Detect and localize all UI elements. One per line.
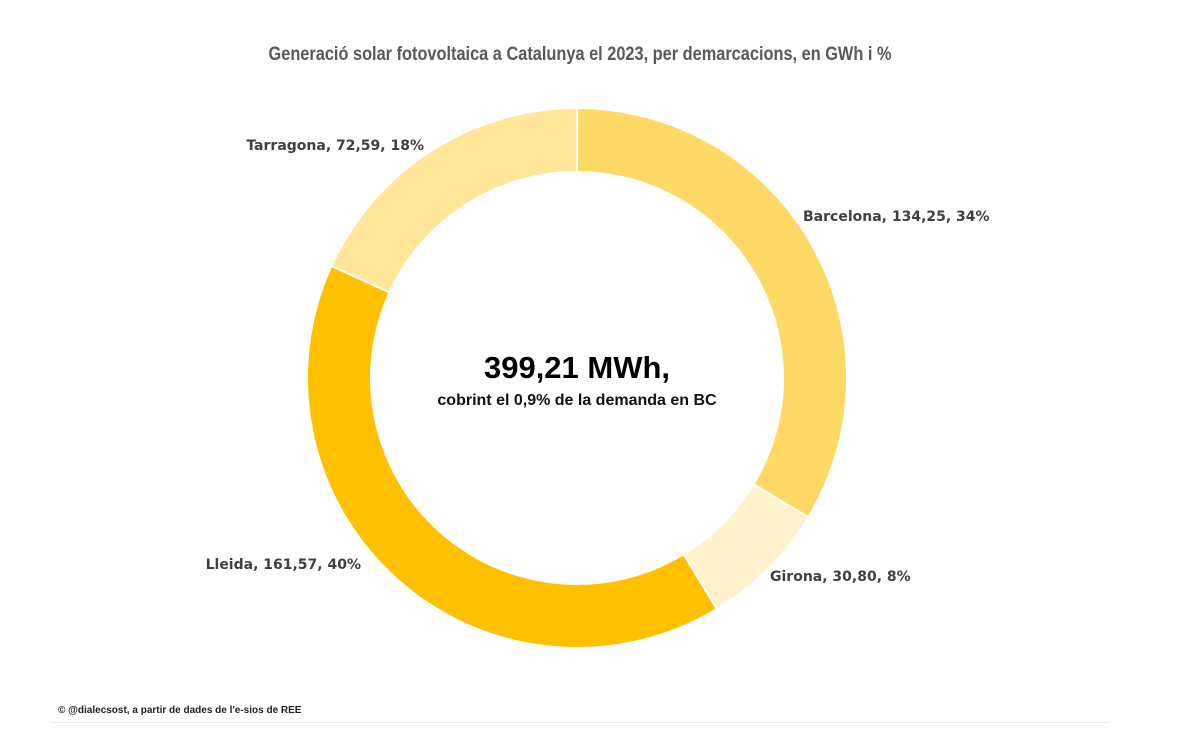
slice-label-tarragona: Tarragona, 72,59, 18% xyxy=(246,138,424,154)
bottom-divider xyxy=(50,722,1110,723)
center-subtitle: cobrint el 0,9% de la demanda en BC xyxy=(437,392,717,409)
source-footer: © @dialecsost, a partir de dades de l'e-… xyxy=(58,705,302,716)
donut-labels: Barcelona, 134,25, 34% Girona, 30,80, 8% L… xyxy=(206,138,990,585)
slice-barcelona xyxy=(576,106,848,519)
slice-label-girona: Girona, 30,80, 8% xyxy=(770,569,911,585)
chart-title: Generació solar fotovoltaica a Catalunya… xyxy=(268,44,892,65)
center-total: 399,21 MWh, xyxy=(484,350,670,385)
donut-slices xyxy=(306,106,848,649)
slice-label-lleida: Lleida, 161,57, 40% xyxy=(206,557,361,573)
slice-lleida xyxy=(306,264,719,649)
slice-label-barcelona: Barcelona, 134,25, 34% xyxy=(803,209,990,225)
slice-tarragona xyxy=(330,106,578,294)
